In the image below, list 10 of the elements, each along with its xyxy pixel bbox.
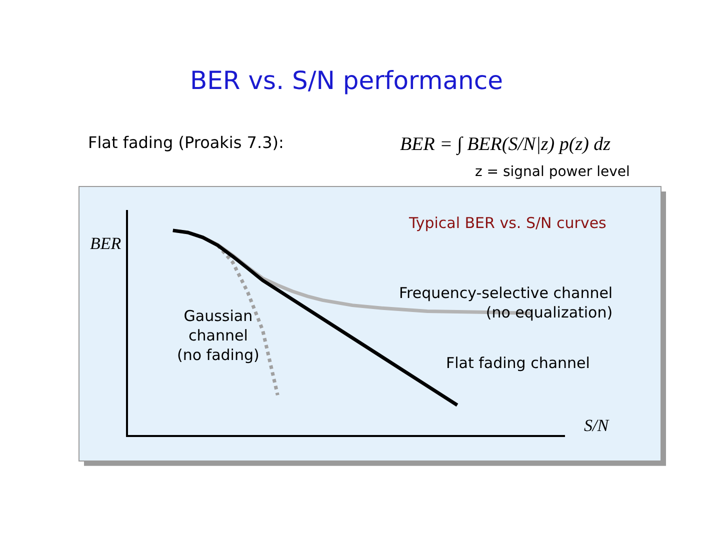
x-axis-title: S/N (584, 416, 610, 435)
series-label: Gaussian channel (no fading) (177, 307, 260, 364)
text: BER = ∫ BER(S/N|z) p(z) dz (400, 134, 612, 156)
chart-subtitle: Flat fading (Proakis 7.3): (88, 133, 284, 152)
series-label: Frequency-selective channel (no equalization) (399, 284, 613, 322)
chart-title: BER vs. S/N performance (190, 66, 504, 95)
text: z = signal power level (475, 164, 630, 180)
annotation: Typical BER vs. S/N curves (408, 214, 607, 232)
series-label: Flat fading channel (446, 354, 590, 372)
y-axis-title: BER (90, 234, 122, 253)
